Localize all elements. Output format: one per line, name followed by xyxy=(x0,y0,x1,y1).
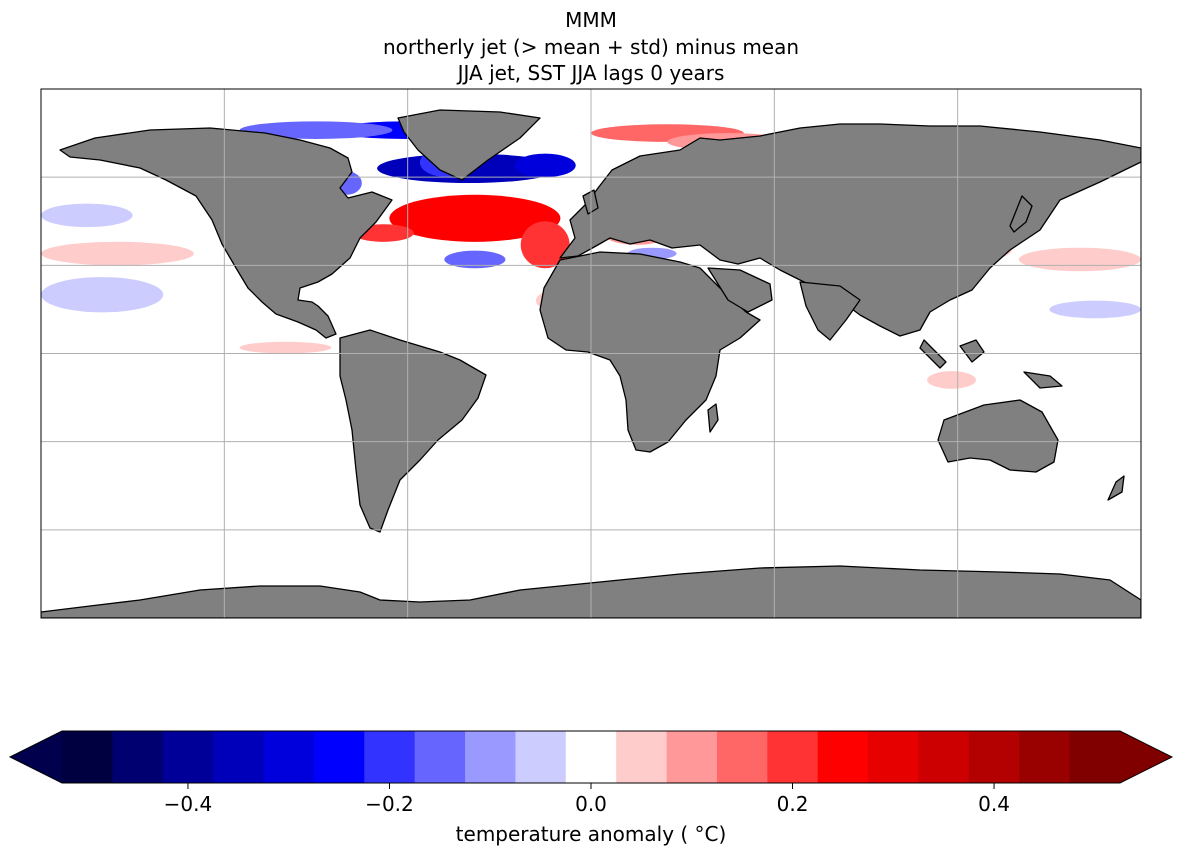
borneo xyxy=(959,339,985,363)
japan xyxy=(1009,195,1033,233)
colorbar-bin xyxy=(313,731,365,783)
colorbar-tick-label: 0.2 xyxy=(776,792,809,816)
greenland xyxy=(397,109,541,181)
madagascar xyxy=(707,403,719,433)
colorbar-bin xyxy=(918,731,970,783)
colorbar-bin xyxy=(263,731,315,783)
chart-title: MMM xyxy=(565,8,617,32)
colorbar-bin xyxy=(1069,731,1121,783)
anomaly-patch-1 xyxy=(389,194,561,242)
colorbar-bin xyxy=(1019,731,1071,783)
colorbar-extend-min xyxy=(10,731,62,783)
colorbar-bin xyxy=(968,731,1020,783)
colorbar-bin xyxy=(767,731,819,783)
colorbar-bin xyxy=(515,731,567,783)
colorbar-bin xyxy=(868,731,919,783)
land-masses xyxy=(41,109,1141,618)
map-frame xyxy=(40,88,1142,619)
colorbar-bin xyxy=(465,731,516,783)
anomaly-patch-3 xyxy=(520,221,570,269)
africa xyxy=(539,251,761,453)
colorbar-outline xyxy=(8,730,1174,784)
anomaly-patch-24 xyxy=(927,371,976,389)
anomaly-patch-21 xyxy=(1049,300,1141,319)
colorbar-bin xyxy=(716,731,768,783)
anomaly-patch-22 xyxy=(239,341,332,354)
australia xyxy=(937,399,1059,473)
arabia xyxy=(707,267,773,313)
colorbar-tick-label: 0.0 xyxy=(575,792,607,816)
colorbar-bin xyxy=(213,731,265,783)
anomaly-patch-19 xyxy=(41,203,133,228)
chart-subtitle-2: JJA jet, SST JJA lags 0 years xyxy=(457,61,725,85)
colorbar-bin xyxy=(817,731,869,783)
colorbar-bin xyxy=(616,731,668,783)
colorbar-tick-label: −0.2 xyxy=(365,792,414,816)
colorbar-extend-max xyxy=(1120,731,1172,783)
colorbar-bin xyxy=(62,731,113,783)
north-america xyxy=(59,127,393,339)
anomaly-patch-7 xyxy=(239,121,393,139)
new-zealand xyxy=(1107,475,1125,501)
anomaly-patch-13 xyxy=(444,250,506,269)
anomaly-patch-18 xyxy=(41,277,164,313)
colorbar-bin xyxy=(162,731,214,783)
new-guinea xyxy=(1023,371,1063,389)
anomaly-patch-5 xyxy=(514,153,576,178)
chart-subtitle-1: northerly jet (> mean + std) minus mean xyxy=(382,35,800,59)
colorbar-bin xyxy=(112,731,164,783)
anomaly-patch-17 xyxy=(41,241,194,266)
colorbar-bin xyxy=(666,731,718,783)
india xyxy=(799,281,861,341)
gridlines xyxy=(41,89,1141,618)
colorbar-bin xyxy=(364,731,416,783)
colorbar-label: temperature anomaly ( °C) xyxy=(455,822,727,846)
anomaly-patch-20 xyxy=(1018,247,1141,272)
colorbar-bin xyxy=(414,731,466,783)
colorbar-bin xyxy=(565,731,617,783)
colorbar-tick-label: −0.4 xyxy=(163,792,213,816)
colorbar xyxy=(8,730,1174,789)
colorbar-tick-label: 0.4 xyxy=(978,792,1010,816)
